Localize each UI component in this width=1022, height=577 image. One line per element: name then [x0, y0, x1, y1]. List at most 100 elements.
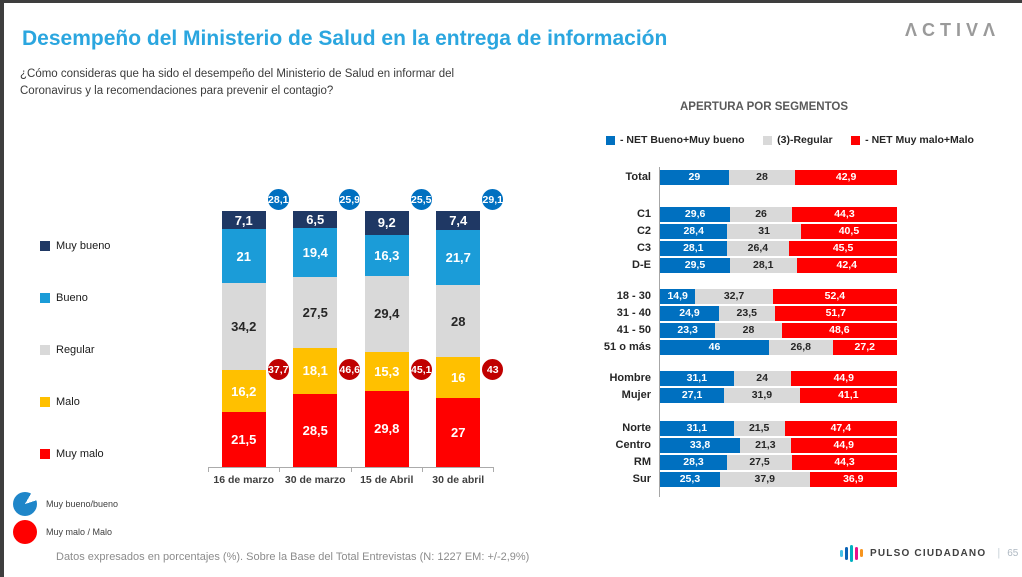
bar-segment-malo: 16	[436, 357, 481, 398]
segment-row: Centro 33,8 21,3 44,9	[616, 438, 897, 453]
segment-cell: 27,1	[660, 388, 725, 403]
bar-segment-bueno: 16,3	[364, 234, 409, 277]
segment-cell: 29,5	[660, 258, 730, 273]
legend-item-regular: Regular	[40, 344, 110, 356]
segment-row-bar: 28,4 31 40,5	[660, 224, 897, 239]
segment-cell: 33,8	[660, 438, 741, 453]
footer-note: Datos expresados en porcentajes (%). Sob…	[56, 551, 530, 563]
segments-legend-item: (3)-Regular	[763, 134, 833, 146]
bar-segment-malo: 18,1	[293, 347, 338, 394]
segment-row-label: 51 o más	[603, 341, 651, 353]
segment-cell: 31,9	[724, 388, 800, 403]
segment-cell: 48,6	[781, 323, 897, 338]
segment-cell: 46	[660, 340, 770, 355]
bar-segment-regular: 28	[436, 285, 481, 358]
segments-chart-legend: - NET Bueno+Muy bueno (3)-Regular - NET Mu…	[606, 134, 974, 146]
segment-cell: 31	[727, 224, 801, 239]
segments-legend-item: - NET Muy malo+Malo	[851, 134, 974, 146]
segment-row-label: C2	[636, 225, 651, 237]
segment-cell: 27,5	[727, 455, 793, 470]
segment-cell: 28	[728, 170, 796, 185]
segment-cell: 21,5	[733, 421, 785, 436]
bar-segment-bueno: 21,7	[436, 229, 481, 286]
axis-tick	[350, 468, 422, 472]
segment-row-bar: 24,9 23,5 51,7	[660, 306, 897, 321]
segment-cell: 37,9	[719, 472, 810, 487]
question-line-2: Coronavirus y la recomendaciones para pr…	[20, 85, 334, 98]
segment-row: C2 28,4 31 40,5	[637, 224, 897, 239]
segment-row: Total 29 28 42,9	[626, 170, 897, 185]
legend-swatch	[40, 345, 50, 355]
axis-tick	[421, 468, 493, 472]
legend-swatch	[606, 135, 615, 145]
segment-group: 18 - 30 14,9 32,7 52,4 31 - 40 24,9 23,5 51,7 41…	[604, 289, 897, 355]
bar-value-label: 19,4	[302, 244, 328, 260]
legend-swatch	[763, 135, 773, 145]
bar-value-label: 16,3	[374, 247, 400, 263]
segment-cell: 27,2	[832, 340, 897, 355]
bar-value-label: 29,8	[374, 421, 400, 437]
segment-group: Norte 31,1 21,5 47,4 Centro 33,8 21,3 44,9 RM 28,…	[616, 421, 897, 487]
segment-row-bar: 29,6 26 44,3	[660, 207, 897, 222]
page-number: 65	[1007, 547, 1019, 559]
bar-segment-bueno: 21	[221, 229, 266, 283]
net-legend-label: Muy bueno/bueno	[46, 499, 119, 509]
category-label: 15 de Abril	[360, 474, 414, 486]
segment-cell: 14,9	[660, 289, 696, 304]
segment-row: D-E 29,5 28,1 42,4	[632, 258, 897, 273]
net-circles-legend: Muy bueno/bueno Muy malo / Malo	[13, 492, 118, 544]
segment-row: 31 - 40 24,9 23,5 51,7	[617, 306, 897, 321]
legend-swatch	[40, 293, 50, 303]
net-positive-bubble: 29,1	[480, 187, 506, 212]
page-title: Desempeño del Ministerio de Salud en la …	[22, 27, 668, 50]
segment-group: Total 29 28 42,9	[626, 170, 897, 185]
segment-row: Norte 31,1 21,5 47,4	[622, 421, 897, 436]
trend-bar: 7,4 21,7 28 16 27 29,1 43	[436, 187, 506, 467]
trend-bar-cell: 9,2 16,3 29,4 15,3 29,8 25,5 45,1	[351, 187, 434, 467]
net-positive-legend-item: Muy bueno/bueno	[13, 492, 118, 516]
bar-value-label: 21,5	[231, 431, 257, 447]
segment-cell: 41,1	[799, 388, 897, 403]
legend-label: Bueno	[56, 292, 88, 304]
icon-bar	[855, 546, 858, 560]
segment-cell: 28,3	[660, 455, 727, 470]
segment-row: Hombre 31,1 24 44,9	[609, 371, 897, 386]
segment-cell: 24,9	[660, 306, 719, 321]
legend-swatch	[40, 241, 50, 251]
segment-cell: 26,8	[769, 340, 833, 355]
segment-cell: 26	[730, 207, 792, 222]
segments-chart-rows: Total 29 28 42,9 C1 29,6 26 44,3 C2 28,4 31 40,5 C3 2…	[604, 170, 897, 503]
segment-cell: 44,3	[791, 207, 897, 222]
segment-cell: 44,3	[792, 455, 897, 470]
segment-cell: 26,4	[726, 241, 790, 256]
segment-cell: 47,4	[784, 421, 897, 436]
category-label: 16 de marzo	[213, 474, 275, 486]
bar-value-label: 27	[451, 424, 466, 440]
segment-row: Sur 25,3 37,9 36,9	[633, 472, 897, 487]
bar-value-label: 28	[451, 313, 466, 329]
bar-segment-muy-bueno: 9,2	[364, 211, 409, 235]
bar-value-label: 21,7	[445, 250, 471, 266]
category-label: 30 de abril	[432, 474, 485, 486]
segment-cell: 42,9	[795, 170, 897, 185]
question-line-1: ¿Cómo consideras que ha sido el desempeñ…	[20, 68, 455, 80]
page-separator: |	[997, 547, 1001, 559]
segment-cell: 52,4	[772, 289, 897, 304]
bar-segment-malo: 15,3	[364, 351, 409, 391]
net-positive-bubble: 25,9	[337, 187, 363, 212]
bar-value-label: 16	[451, 369, 466, 385]
legend-swatch	[851, 135, 861, 145]
net-legend-label: Muy malo / Malo	[46, 527, 113, 537]
segment-group: Hombre 31,1 24 44,9 Mujer 27,1 31,9 41,1	[609, 371, 897, 403]
trend-bar-cell: 7,1 21 34,2 16,2 21,5 28,1 37,7	[208, 187, 291, 467]
segment-row-label: D-E	[632, 259, 651, 271]
icon-bar	[840, 549, 843, 557]
segment-cell: 31,1	[660, 371, 734, 386]
segment-cell: 36,9	[809, 472, 897, 487]
segment-row-bar: 46 26,8 27,2	[660, 340, 897, 355]
segment-row-bar: 31,1 24 44,9	[660, 371, 897, 386]
trend-chart-plot: 7,1 21 34,2 16,2 21,5 28,1 37,7 6,5 19,4 27,5 18,1…	[208, 187, 506, 467]
segment-row-bar: 29 28 42,9	[660, 170, 897, 185]
segment-cell: 23,3	[660, 323, 716, 338]
footer-brand-name: PULSO CIUDADANO	[870, 547, 987, 559]
